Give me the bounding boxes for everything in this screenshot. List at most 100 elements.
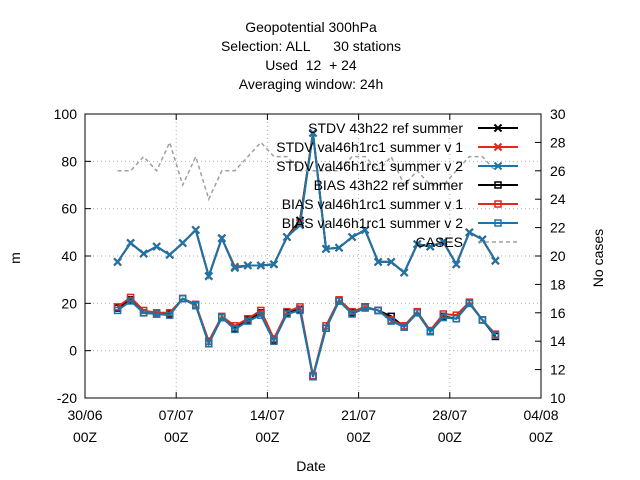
data-point: [113, 257, 122, 267]
data-point: [374, 306, 382, 315]
data-point: [309, 372, 317, 381]
y-axis-label: m: [7, 252, 23, 264]
data-point: [204, 271, 213, 281]
y-tick-label: 20: [61, 295, 77, 311]
x-tick-label-time: 00Z: [347, 429, 372, 445]
title-line-3: Used 12 + 24: [265, 57, 357, 73]
data-point: [139, 309, 148, 317]
y2-tick-label: 28: [550, 134, 566, 150]
y-tick-label: 0: [69, 343, 77, 359]
data-point: [113, 306, 122, 315]
y2-tick-label: 30: [550, 106, 566, 122]
data-point: [178, 294, 187, 303]
data-point: [347, 232, 357, 242]
data-point: [452, 260, 461, 269]
x-tick-label: 04/08: [523, 407, 558, 423]
axes: -20 0 20 40 60 80 100 10 12 14 16 18 20 22 24 26 28 30 30/…: [54, 106, 566, 445]
data-point: [491, 331, 500, 340]
x-tick-label: 07/07: [159, 407, 194, 423]
y-tick-label: 80: [61, 153, 77, 169]
series-CASES: [117, 140, 496, 202]
x-tick-label-time: 00Z: [255, 429, 280, 445]
data-point: [478, 316, 487, 324]
legend-label: BIAS val46h1rc1 summer v 2: [282, 215, 464, 231]
data-point: [283, 310, 291, 318]
legend-marker: [493, 142, 503, 152]
legend-label: STDV 43h22 ref summer: [308, 120, 463, 136]
x-tick-label-time: 00Z: [73, 429, 98, 445]
data-point: [217, 234, 227, 243]
data-point: [218, 313, 226, 322]
plot-series: [113, 128, 500, 381]
data-point: [270, 337, 278, 345]
data-point: [387, 317, 395, 325]
y-tick-label: 100: [54, 106, 78, 122]
chart-title: Geopotential 300hPa Selection: ALL 30 st…: [221, 19, 401, 92]
data-point: [413, 239, 422, 249]
legend-label: STDV val46h1rc1 summer v 2: [276, 158, 463, 174]
y2-tick-label: 10: [550, 390, 566, 406]
data-point: [152, 242, 161, 251]
legend-marker: [494, 181, 502, 189]
y2-tick-label: 12: [550, 362, 566, 378]
y-tick-label: -20: [57, 390, 77, 406]
data-point: [491, 256, 500, 265]
plot-frame: [84, 113, 542, 399]
data-point: [386, 257, 396, 267]
series-BIAS val46h1rc1_summer_v1: [113, 293, 500, 380]
legend-label: BIAS val46h1rc1 summer v 1: [282, 196, 464, 212]
grid: [85, 114, 541, 398]
data-point: [465, 299, 474, 308]
legend-marker: [493, 123, 503, 133]
data-point: [361, 304, 369, 312]
data-point: [126, 238, 135, 248]
data-point: [256, 261, 266, 270]
title-line-1: Geopotential 300hPa: [245, 19, 377, 35]
y2-tick-label: 14: [550, 333, 566, 349]
data-point: [139, 249, 148, 258]
data-point: [321, 244, 331, 254]
data-point: [230, 263, 240, 273]
y2-tick-label: 16: [550, 305, 566, 321]
data-point: [399, 268, 409, 277]
y-tick-label: 60: [61, 201, 77, 217]
x-tick-label: 30/06: [67, 407, 102, 423]
data-point: [243, 261, 253, 270]
data-point: [191, 225, 200, 235]
data-point: [282, 232, 292, 242]
y2-axis-label: No cases: [590, 229, 606, 287]
data-point: [308, 128, 318, 138]
legend: STDV 43h22 ref summer STDV val46h1rc1 sum…: [276, 120, 518, 250]
data-point: [257, 306, 265, 315]
y-tick-label: 40: [61, 248, 77, 264]
series-line: [117, 140, 496, 202]
y2-tick-label: 26: [550, 163, 566, 179]
x-tick-label: 21/07: [341, 407, 376, 423]
series-BIAS val46h1rc1_summer_v2: [113, 294, 500, 381]
y2-tick-label: 22: [550, 220, 566, 236]
x-tick-label-time: 00Z: [164, 429, 189, 445]
legend-label: BIAS 43h22 ref summer: [314, 177, 464, 193]
data-point: [152, 310, 161, 318]
data-point: [439, 237, 448, 247]
data-point: [373, 257, 383, 267]
x-tick-label: 14/07: [250, 407, 285, 423]
data-point: [322, 324, 330, 332]
data-point: [296, 306, 304, 315]
data-point: [205, 339, 213, 348]
legend-marker: [493, 161, 503, 171]
data-point: [269, 260, 279, 269]
series-STDV val46h1rc1_summer_v2: [113, 128, 500, 281]
data-point: [439, 313, 448, 322]
data-point: [348, 310, 356, 318]
data-point: [231, 325, 239, 334]
data-point: [295, 221, 305, 230]
data-point: [426, 242, 435, 251]
y2-tick-label: 24: [550, 191, 566, 207]
legend-marker: [494, 200, 502, 208]
y2-tick-label: 18: [550, 276, 566, 292]
title-line-4: Averaging window: 24h: [239, 76, 384, 92]
data-point: [191, 301, 200, 310]
data-point: [334, 243, 344, 252]
